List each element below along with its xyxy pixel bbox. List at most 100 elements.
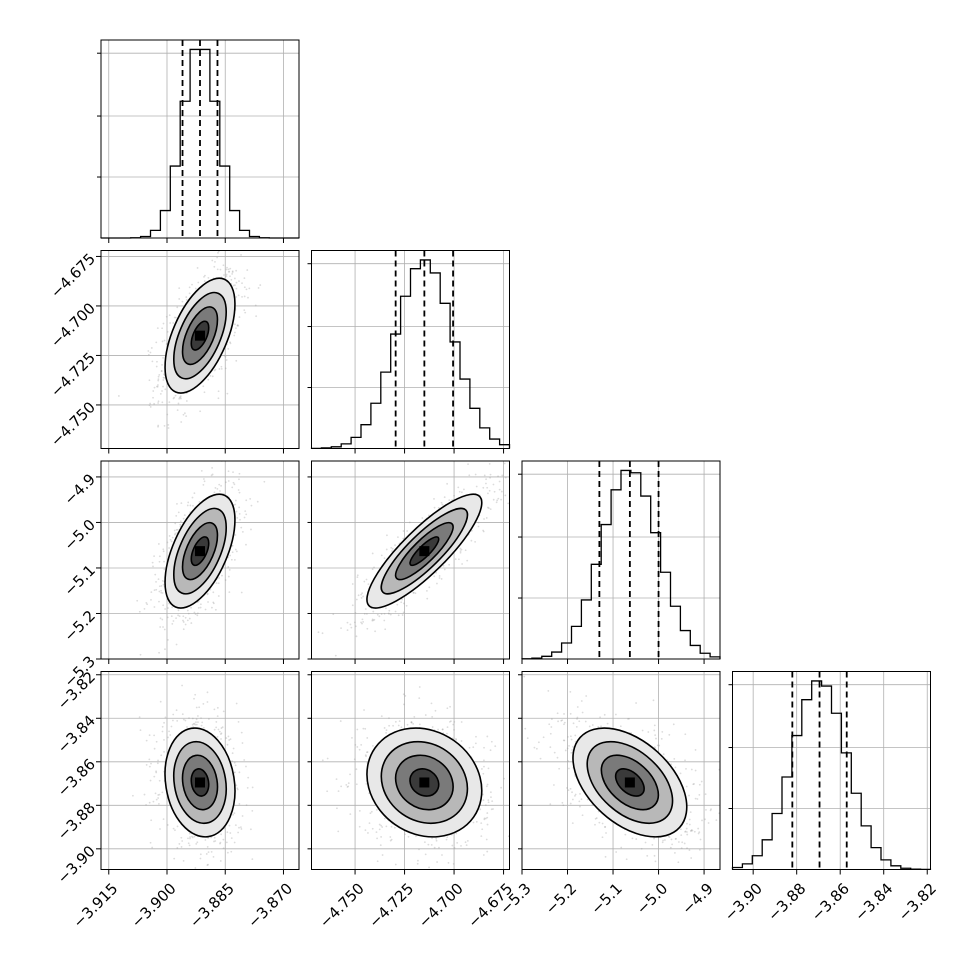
scatter-point [564, 749, 567, 752]
scatter-point [216, 268, 219, 271]
scatter-point [216, 256, 219, 259]
scatter-point [433, 846, 436, 849]
scatter-point [390, 825, 393, 828]
scatter-point [180, 846, 183, 848]
scatter-point [231, 760, 234, 763]
scatter-point [482, 530, 485, 533]
scatter-point [361, 622, 363, 625]
scatter-point [652, 699, 655, 702]
scatter-point [183, 412, 186, 415]
scatter-point [212, 856, 215, 858]
scatter-point [220, 738, 222, 740]
scatter-point [378, 615, 381, 618]
scatter-point [190, 622, 193, 624]
scatter-point [204, 608, 207, 611]
scatter-point [157, 384, 159, 386]
scatter-point [191, 836, 194, 839]
scatter-point [233, 483, 236, 486]
scatter-point [247, 296, 249, 299]
scatter-point [354, 625, 357, 628]
scatter-point [211, 467, 214, 469]
scatter-point [653, 746, 656, 749]
scatter-point [212, 591, 215, 594]
scatter-point [255, 315, 258, 318]
histogram-1 [310, 259, 511, 449]
scatter-point [233, 812, 236, 815]
scatter-point [453, 729, 455, 731]
scatter-point [443, 873, 445, 875]
scatter-point [249, 828, 252, 831]
scatter-point [185, 400, 188, 402]
scatter-point [241, 531, 244, 533]
scatter-point [168, 730, 170, 733]
scatter-point [231, 486, 234, 489]
scatter-point [236, 324, 239, 327]
scatter-point [157, 803, 160, 805]
scatter-point [236, 324, 239, 326]
scatter-point [413, 715, 416, 718]
scatter-point [232, 471, 234, 473]
scatter-point [231, 270, 234, 273]
scatter-point [244, 311, 247, 314]
contour-line [380, 740, 469, 825]
scatter-point [426, 589, 428, 592]
scatter-point [175, 617, 177, 620]
panel-frame [100, 460, 300, 660]
scatter-point [153, 734, 156, 737]
scatter-point [380, 824, 383, 827]
scatter-point [161, 401, 164, 404]
scatter-point [139, 653, 142, 656]
scatter-point [148, 765, 151, 768]
scatter-point [406, 530, 409, 532]
scatter-point [162, 356, 164, 359]
scatter-point [219, 268, 222, 271]
scatter-point [367, 583, 370, 586]
scatter-point [217, 595, 220, 597]
scatter-point [230, 837, 233, 840]
scatter-point [448, 720, 451, 723]
scatter-point [431, 837, 433, 840]
scatter-point [139, 729, 142, 732]
scatter-point [234, 771, 236, 774]
scatter-point [685, 767, 687, 770]
scatter-point [398, 720, 401, 722]
scatter-point [211, 259, 214, 262]
scatter-point [219, 860, 222, 862]
scatter-point [204, 274, 206, 277]
scatter-point [381, 854, 384, 856]
scatter-point [158, 560, 161, 563]
scatter-point [173, 396, 176, 399]
contour-line [172, 291, 228, 380]
scatter-point [211, 473, 214, 476]
scatter-point [365, 578, 368, 581]
scatter-point [251, 786, 254, 789]
scatter-point [159, 700, 162, 703]
scatter-point [438, 577, 441, 579]
scatter-point [163, 750, 165, 753]
scatter-point [213, 840, 215, 843]
scatter-point [167, 424, 170, 426]
scatter-point [221, 574, 223, 577]
scatter-point [452, 723, 455, 726]
scatter-point [231, 271, 234, 274]
contour-line [190, 536, 210, 567]
scatter-point [431, 715, 434, 718]
scatter-point [231, 752, 234, 755]
scatter-point [515, 463, 517, 465]
scatter-point [323, 664, 325, 666]
scatter-point [449, 705, 451, 708]
scatter-point [236, 787, 239, 790]
scatter-point [213, 265, 216, 268]
scatter-point [206, 593, 209, 596]
density-peak [195, 330, 205, 341]
scatter-point [227, 735, 230, 738]
scatter-point [455, 737, 457, 740]
scatter-point [404, 695, 407, 697]
scatter-point [446, 726, 449, 729]
scatter-point [709, 809, 712, 812]
scatter-point [241, 815, 244, 817]
scatter-point [524, 785, 526, 787]
scatter-point [159, 393, 162, 395]
scatter-point [162, 583, 165, 586]
contour-line [394, 754, 454, 811]
